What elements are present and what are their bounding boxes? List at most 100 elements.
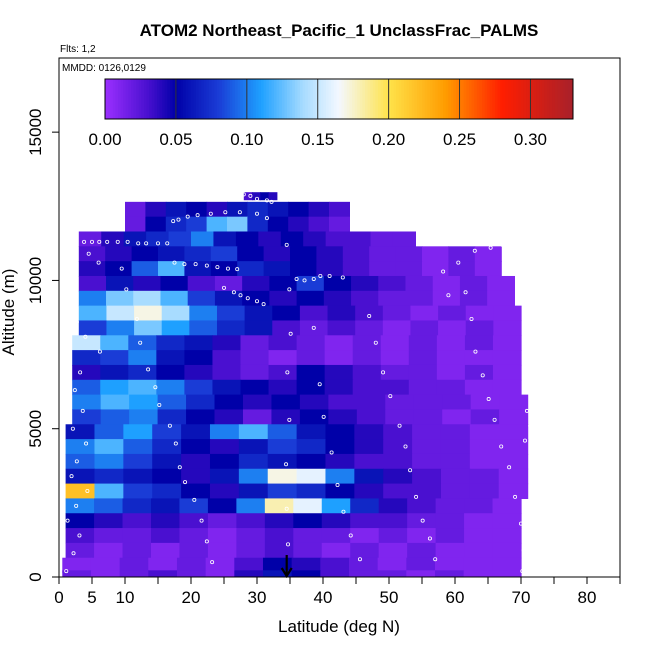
sample-point — [403, 444, 408, 449]
heatmap-cell — [369, 246, 397, 262]
heatmap-cell — [440, 483, 471, 500]
colorbar-slice — [383, 79, 387, 119]
sample-point — [433, 557, 438, 562]
colorbar-slice — [461, 79, 465, 119]
heatmap-cell — [499, 394, 529, 411]
sample-point — [446, 293, 451, 298]
heatmap-cell — [122, 542, 152, 559]
sample-point — [513, 248, 518, 253]
sample-point — [83, 334, 88, 339]
colorbar-tick-label: 0.30 — [514, 130, 547, 149]
y-tick-label: 5000 — [26, 410, 45, 448]
heatmap-cell — [156, 350, 185, 366]
colorbar-slice — [419, 79, 423, 119]
heatmap-cell — [493, 320, 522, 336]
sample-point — [254, 299, 259, 304]
heatmap-cell — [498, 424, 529, 440]
dates-label: MMDD: 0126,0129 — [62, 63, 146, 74]
sample-point — [69, 474, 74, 479]
heatmap-cell — [469, 424, 500, 440]
heatmap-cell — [260, 192, 270, 201]
sample-point — [264, 198, 269, 203]
sample-point — [492, 417, 497, 422]
x-axis: 0 5 10 20 30 40 50 60 70 80 — [54, 577, 621, 607]
sample-point — [245, 296, 250, 301]
heatmap-cell — [65, 424, 96, 440]
heatmap-cell — [378, 528, 408, 544]
heatmap-cell — [395, 246, 423, 262]
heatmap-cell — [271, 394, 301, 411]
heatmap-cell — [271, 409, 301, 425]
heatmap-cell — [469, 468, 500, 485]
colorbar-slice — [344, 79, 348, 119]
heatmap-cell — [267, 453, 298, 470]
colorbar-slice — [237, 79, 241, 119]
colorbar-slice — [424, 79, 428, 119]
sample-point — [97, 349, 102, 354]
colorbar-slice — [175, 79, 179, 119]
colorbar-slice — [333, 79, 337, 119]
colorbar-slice — [105, 79, 109, 119]
heatmap-cell — [410, 305, 439, 322]
heatmap-cell — [90, 570, 121, 577]
heatmap-cell — [179, 528, 209, 544]
heatmap-cell — [152, 439, 182, 455]
colorbar-slice — [469, 79, 473, 119]
heatmap-cell — [90, 557, 121, 574]
x-tick-label: 0 — [54, 588, 63, 607]
colorbar-slice — [151, 79, 155, 119]
colorbar-slice — [531, 79, 535, 119]
colorbar-slice — [323, 79, 327, 119]
heatmap-cell — [181, 468, 211, 485]
sample-point — [165, 241, 170, 246]
heatmap-cell — [383, 439, 413, 455]
heatmap-cell — [181, 453, 211, 470]
colorbar-slice — [437, 79, 441, 119]
heatmap-cell — [272, 305, 301, 322]
sample-point — [317, 382, 322, 387]
heatmap-cell — [269, 275, 298, 292]
heatmap-cell — [436, 335, 466, 351]
sample-point — [208, 211, 213, 216]
heatmap-cell — [492, 335, 522, 351]
colorbar-slice — [250, 79, 254, 119]
heatmap-cell — [406, 557, 436, 574]
sample-point — [195, 213, 200, 218]
heatmap-cell — [464, 513, 494, 529]
colorbar-slice — [170, 79, 174, 119]
colorbar-slice — [430, 79, 434, 119]
colorbar-slice — [120, 79, 124, 119]
colorbar-slice — [227, 79, 231, 119]
heatmap-cell — [150, 542, 181, 559]
sample-point — [82, 239, 87, 244]
heatmap-cell — [348, 231, 372, 247]
heatmap-cell — [352, 335, 382, 351]
heatmap-cell — [382, 320, 412, 336]
colorbar-slice — [154, 79, 158, 119]
colorbar-slice — [463, 79, 467, 119]
heatmap-cell — [264, 513, 294, 529]
colorbar-slice — [268, 79, 272, 119]
colorbar-slice — [547, 79, 551, 119]
heatmap-cell — [383, 453, 413, 470]
heatmap-cell — [152, 424, 182, 440]
sample-point — [357, 557, 362, 562]
sample-point — [84, 441, 89, 446]
colorbar-slice — [562, 79, 566, 119]
colorbar-slice — [414, 79, 418, 119]
heatmap-cell — [296, 290, 325, 307]
heatmap-cell — [293, 498, 323, 514]
heatmap-cell — [392, 231, 416, 247]
heatmap-cell — [106, 290, 134, 307]
colorbar-slice — [331, 79, 335, 119]
colorbar-slice — [489, 79, 493, 119]
heatmap-cell — [72, 379, 101, 396]
heatmap-cell — [470, 409, 500, 425]
heatmap-cell — [354, 439, 384, 455]
heatmap-cell — [100, 335, 129, 351]
sample-point — [125, 239, 130, 244]
sample-point — [77, 533, 82, 538]
heatmap-cell — [296, 275, 325, 292]
heatmap-cell — [327, 305, 356, 322]
